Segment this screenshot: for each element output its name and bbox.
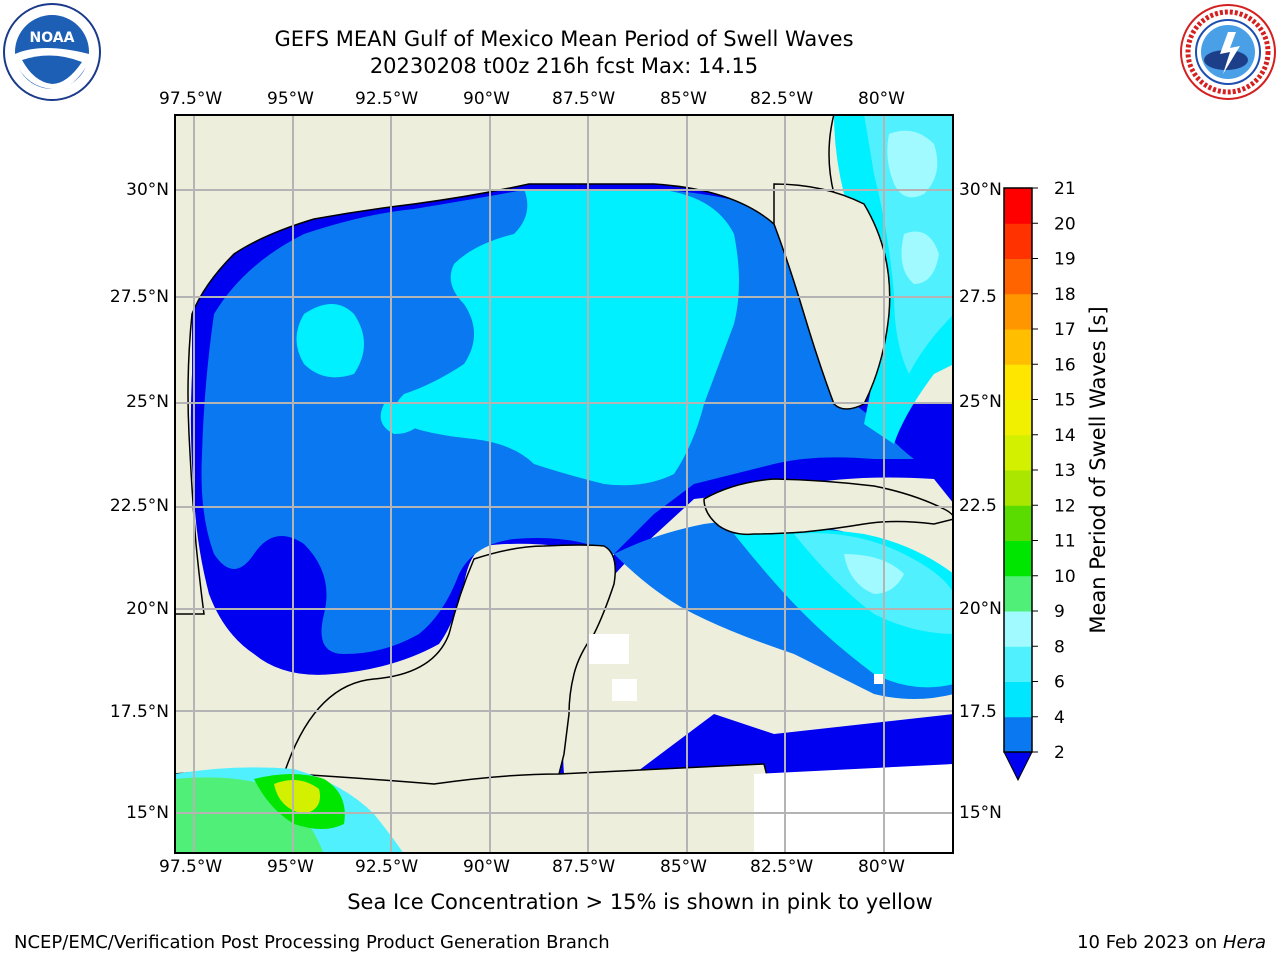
- colorbar-segment: [1004, 188, 1032, 224]
- footer-host: Hera: [1222, 932, 1266, 953]
- colorbar-segment: [1004, 329, 1032, 365]
- colorbar-label: Mean Period of Swell Waves [s]: [1086, 306, 1110, 634]
- right-lat-tick: 30°N: [959, 180, 1002, 200]
- atlantic-8to9: [887, 130, 938, 198]
- top-lon-tick: 97.5°W: [159, 89, 223, 109]
- colorbar-segment: [1004, 505, 1032, 541]
- gulf-water-4to6: [394, 189, 739, 486]
- top-lon-tick: 90°W: [463, 89, 510, 109]
- footer-credit: NCEP/EMC/Verification Post Processing Pr…: [14, 932, 610, 953]
- right-lat-tick: 25°N: [959, 392, 1002, 412]
- bottom-lon-tick: 80°W: [858, 857, 905, 877]
- colorbar-segment: [1004, 258, 1032, 295]
- bottom-lon-tick: 90°W: [463, 857, 510, 877]
- gulf-map: [174, 114, 954, 854]
- bottom-lon-tick: 92.5°W: [355, 857, 419, 877]
- left-lat-tick: 30°N: [126, 180, 169, 200]
- colorbar-tick-label: 21: [1054, 180, 1076, 199]
- colorbar-tick-label: 13: [1054, 461, 1076, 481]
- footer-date-text: 10 Feb 2023 on: [1077, 932, 1223, 953]
- atlantic-8to9: [901, 231, 939, 284]
- top-lon-tick: 87.5°W: [552, 89, 616, 109]
- top-lon-tick: 82.5°W: [750, 89, 814, 109]
- top-lon-tick: 85°W: [660, 89, 707, 109]
- colorbar-segment: [1004, 611, 1032, 647]
- right-lat-tick: 17.5: [959, 702, 997, 722]
- colorbar-segment: [1004, 716, 1032, 753]
- colorbar-segment: [1004, 223, 1032, 259]
- colorbar: 2 4 6 8 9 10 11 12 13 14 15 16 17 18 19 20 21: [1003, 180, 1076, 782]
- colorbar-ticks: 2 4 6 8 9 10 11 12 13 14 15 16 17 18 19 20 21: [1032, 180, 1076, 763]
- colorbar-tick-label: 11: [1054, 532, 1076, 552]
- map-frame: [174, 114, 954, 854]
- no-data-patch: [589, 634, 629, 664]
- nws-logo: [1180, 4, 1276, 100]
- top-lon-tick: 95°W: [267, 89, 314, 109]
- colorbar-tick-label: 19: [1054, 250, 1076, 270]
- bottom-lon-tick: 95°W: [267, 857, 314, 877]
- colorbar-segment: [1004, 364, 1032, 400]
- colorbar-tick-label: 2: [1054, 743, 1065, 763]
- svg-text:NOAA: NOAA: [30, 30, 75, 46]
- colorbar-segment: [1004, 399, 1032, 436]
- colorbar-segment: [1004, 540, 1032, 577]
- colorbar-segments: [1004, 188, 1032, 753]
- no-data-patch: [754, 764, 954, 854]
- no-data-patch: [874, 674, 884, 684]
- colorbar-segment: [1004, 293, 1032, 330]
- colorbar-tick-label: 14: [1054, 426, 1076, 446]
- top-lon-tick: 92.5°W: [355, 89, 419, 109]
- left-lat-tick: 17.5°N: [109, 702, 169, 722]
- no-data-patch: [612, 679, 637, 701]
- pacific-12to13: [274, 780, 320, 814]
- colorbar-tick-label: 10: [1054, 567, 1076, 587]
- footer-date: 10 Feb 2023 on Hera: [1077, 932, 1266, 953]
- colorbar-tick-label: 9: [1054, 602, 1065, 622]
- colorbar-tick-label: 15: [1054, 391, 1076, 411]
- colorbar-tick-label: 4: [1054, 708, 1065, 728]
- colorbar-tick-label: 6: [1054, 673, 1065, 693]
- bottom-lon-tick: 87.5°W: [552, 857, 616, 877]
- colorbar-tick-label: 8: [1054, 637, 1065, 657]
- right-lat-tick: 20°N: [959, 599, 1002, 619]
- sea-ice-note: Sea Ice Concentration > 15% is shown in …: [347, 890, 933, 914]
- pacific-9to10: [174, 777, 324, 854]
- noaa-logo: NOAA: [3, 3, 101, 101]
- right-lat-tick: 15°N: [959, 803, 1002, 823]
- colorbar-tick-label: 20: [1054, 214, 1076, 234]
- colorbar-tick-label: 16: [1054, 355, 1076, 375]
- graticule: [174, 114, 954, 854]
- left-lat-tick: 20°N: [126, 599, 169, 619]
- bottom-lon-tick: 85°W: [660, 857, 707, 877]
- colorbar-tick-label: 12: [1054, 496, 1076, 516]
- gulf-water-4to6: [296, 304, 364, 378]
- colorbar-tick-label: 18: [1054, 285, 1076, 305]
- right-lat-tick: 22.5: [959, 496, 997, 516]
- map-subtitle: 20230208 t00z 216h fcst Max: 14.15: [369, 54, 759, 78]
- top-lon-tick: 80°W: [858, 89, 905, 109]
- colorbar-extend-triangle: [1003, 751, 1033, 782]
- colorbar-segment: [1004, 646, 1032, 682]
- colorbar-segment: [1004, 575, 1032, 612]
- bottom-lon-tick: 82.5°W: [750, 857, 814, 877]
- colorbar-segment: [1004, 470, 1032, 506]
- left-lat-tick: 27.5°N: [109, 287, 169, 307]
- right-lat-tick: 27.5: [959, 287, 997, 307]
- map-title: GEFS MEAN Gulf of Mexico Mean Period of …: [274, 27, 854, 51]
- colorbar-tick-label: 17: [1054, 320, 1076, 340]
- left-lat-tick: 22.5°N: [109, 496, 169, 516]
- colorbar-segment: [1004, 681, 1032, 718]
- left-lat-tick: 15°N: [126, 803, 169, 823]
- left-lat-tick: 25°N: [126, 392, 169, 412]
- bottom-lon-tick: 97.5°W: [159, 857, 223, 877]
- caribbean-8to9: [844, 554, 904, 594]
- colorbar-segment: [1004, 434, 1032, 471]
